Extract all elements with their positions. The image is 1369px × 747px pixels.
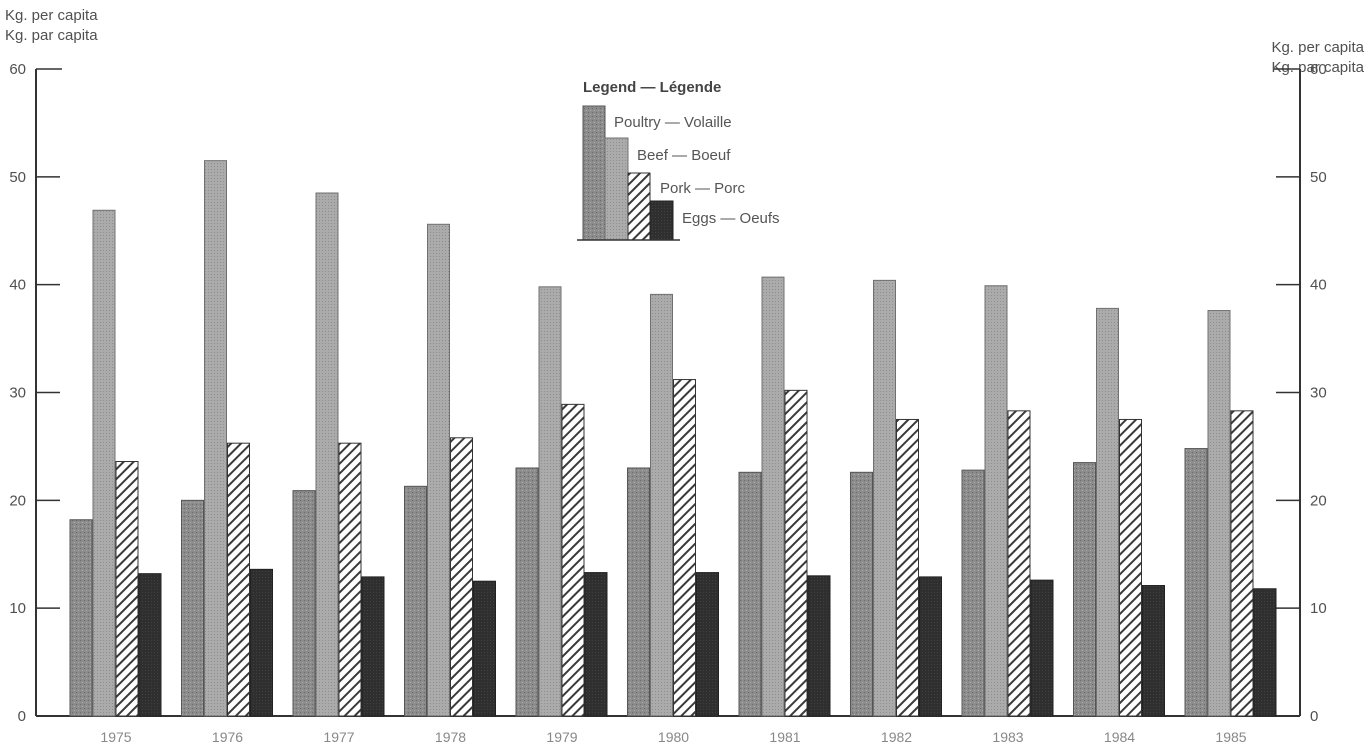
- bar-beef-1982: [873, 279, 896, 717]
- bar-beef-1985: [1207, 310, 1231, 717]
- right-axis-label-line1: Kg. per capita: [1271, 39, 1364, 56]
- bar-beef-1984: [1096, 307, 1119, 717]
- x-tick-label-1985: 1985: [1215, 729, 1246, 745]
- right-y-tick-label: 40: [1310, 277, 1327, 294]
- left-y-tick-label: 30: [9, 385, 26, 402]
- legend-swatch-eggs: [649, 200, 674, 241]
- bar-poultry-1979: [515, 467, 539, 717]
- legend-swatch-pork: [627, 172, 651, 241]
- left-y-tick-label: 10: [9, 600, 26, 617]
- left-axis-label-line1: Kg. per capita: [5, 7, 98, 24]
- x-tick-label-1978: 1978: [435, 729, 466, 745]
- bar-eggs-1978: [473, 580, 496, 717]
- x-tick-label-1977: 1977: [323, 729, 354, 745]
- bar-beef-1975: [92, 209, 116, 717]
- x-tick-label-1983: 1983: [992, 729, 1023, 745]
- bar-pork-1977: [338, 442, 362, 717]
- left-y-tick-label: 0: [18, 708, 26, 725]
- bar-poultry-1984: [1073, 462, 1096, 717]
- left-y-tick-label: 40: [9, 277, 26, 294]
- legend-title: Legend — Légende: [583, 79, 721, 96]
- x-tick-label-1975: 1975: [100, 729, 131, 745]
- bar-poultry-1982: [850, 471, 873, 717]
- bars: [69, 160, 1277, 717]
- legend-label-eggs: Eggs — Oeufs: [682, 210, 780, 227]
- bar-pork-1981: [784, 389, 808, 717]
- bar-pork-1979: [561, 403, 585, 717]
- legend-swatch-beef: [604, 137, 629, 241]
- x-tick-labels: 1975 1976 1977 1978 1979 1980 1981 1982 1983 1984…: [100, 729, 1246, 745]
- left-y-tick-label: 20: [9, 492, 26, 509]
- bar-poultry-1975: [69, 519, 93, 717]
- x-tick-label-1979: 1979: [546, 729, 577, 745]
- bar-beef-1979: [538, 286, 562, 717]
- left-axis-label: Kg. per capita Kg. par capita: [5, 6, 98, 46]
- x-tick-label-1981: 1981: [769, 729, 800, 745]
- bar-pork-1980: [673, 379, 696, 717]
- bar-eggs-1979: [584, 572, 608, 717]
- bar-beef-1980: [650, 293, 673, 717]
- right-y-tick-label: 60: [1310, 61, 1327, 78]
- bar-eggs-1980: [696, 572, 719, 717]
- right-axis-label: Kg. per capita Kg. par capita: [1271, 38, 1364, 78]
- x-tick-label-1982: 1982: [881, 729, 912, 745]
- legend-label-beef: Beef — Boeuf: [637, 147, 731, 164]
- bar-eggs-1985: [1253, 588, 1277, 717]
- x-tick-label-1984: 1984: [1104, 729, 1135, 745]
- bar-eggs-1981: [807, 575, 831, 717]
- bar-eggs-1983: [1030, 579, 1054, 717]
- right-y-tick-label: 0: [1310, 708, 1318, 725]
- bar-pork-1984: [1119, 418, 1142, 717]
- bar-pork-1975: [115, 461, 139, 717]
- bar-eggs-1982: [919, 576, 942, 717]
- bar-eggs-1977: [361, 576, 385, 717]
- legend-label-pork: Pork — Porc: [660, 180, 746, 197]
- bar-eggs-1976: [250, 568, 273, 717]
- bar-pork-1982: [896, 418, 919, 717]
- right-axis-label-line2: Kg. par capita: [1271, 59, 1364, 76]
- bar-poultry-1978: [404, 485, 427, 717]
- bar-pork-1976: [227, 442, 250, 717]
- x-tick-label-1980: 1980: [658, 729, 689, 745]
- x-tick-label-1976: 1976: [212, 729, 243, 745]
- bar-eggs-1975: [138, 573, 162, 717]
- right-y-tick-label: 10: [1310, 600, 1327, 617]
- bar-eggs-1984: [1142, 585, 1165, 717]
- bar-beef-1977: [315, 192, 339, 717]
- bar-poultry-1980: [627, 467, 650, 717]
- right-y-tick-label: 50: [1310, 169, 1327, 186]
- bar-poultry-1977: [292, 490, 316, 717]
- bar-pork-1985: [1230, 410, 1254, 717]
- right-y-tick-label: 20: [1310, 492, 1327, 509]
- bar-beef-1978: [427, 223, 450, 717]
- bar-poultry-1985: [1184, 448, 1208, 717]
- left-y-tick-label: 50: [9, 169, 26, 186]
- bar-poultry-1976: [181, 499, 204, 717]
- left-y-tick-label: 60: [9, 61, 26, 78]
- right-y-tick-label: 30: [1310, 385, 1327, 402]
- bar-beef-1983: [984, 285, 1008, 717]
- bar-pork-1978: [450, 437, 473, 717]
- bar-beef-1981: [761, 276, 785, 717]
- bar-poultry-1981: [738, 471, 762, 717]
- bar-beef-1976: [204, 160, 227, 717]
- legend: Legend — Légende Poultry — Volaille Beef —…: [577, 79, 780, 241]
- left-axis-label-line2: Kg. par capita: [5, 27, 98, 44]
- bar-pork-1983: [1007, 410, 1031, 717]
- bar-poultry-1983: [961, 469, 985, 717]
- legend-swatch-poultry: [582, 105, 606, 241]
- legend-label-poultry: Poultry — Volaille: [614, 114, 732, 131]
